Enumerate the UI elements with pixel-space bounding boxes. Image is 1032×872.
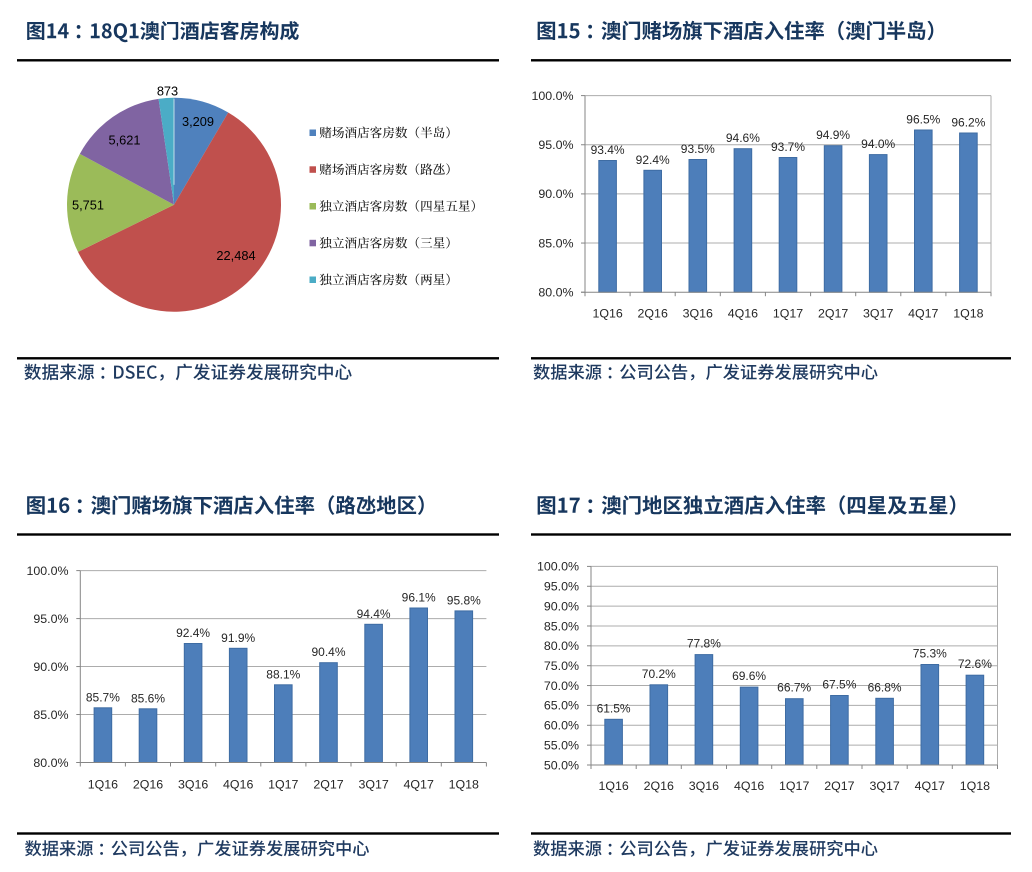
svg-text:1Q16: 1Q16	[592, 307, 622, 321]
svg-text:4Q16: 4Q16	[728, 307, 758, 321]
svg-text:90.4%: 90.4%	[311, 645, 345, 659]
svg-text:1Q17: 1Q17	[779, 779, 809, 793]
svg-text:90.0%: 90.0%	[538, 187, 573, 201]
svg-text:92.4%: 92.4%	[636, 153, 670, 167]
svg-text:1Q18: 1Q18	[953, 307, 983, 321]
svg-text:67.5%: 67.5%	[822, 678, 856, 692]
svg-text:85.6%: 85.6%	[131, 691, 165, 705]
svg-text:3Q17: 3Q17	[863, 307, 893, 321]
svg-text:1Q18: 1Q18	[449, 777, 479, 791]
svg-text:90.0%: 90.0%	[544, 599, 579, 613]
svg-text:1Q18: 1Q18	[960, 779, 990, 793]
svg-text:5,621: 5,621	[108, 132, 140, 147]
svg-text:66.7%: 66.7%	[777, 681, 811, 695]
svg-text:92.4%: 92.4%	[176, 626, 210, 640]
svg-text:91.9%: 91.9%	[221, 631, 255, 645]
svg-text:77.8%: 77.8%	[687, 637, 721, 651]
svg-text:85.0%: 85.0%	[538, 236, 573, 250]
svg-text:93.7%: 93.7%	[771, 140, 805, 154]
svg-text:1Q17: 1Q17	[773, 307, 803, 321]
svg-text:4Q16: 4Q16	[734, 779, 764, 793]
svg-text:3Q17: 3Q17	[358, 777, 388, 791]
svg-text:95.0%: 95.0%	[544, 580, 579, 594]
svg-text:96.2%: 96.2%	[951, 116, 985, 130]
svg-text:70.2%: 70.2%	[642, 667, 676, 681]
svg-text:5,751: 5,751	[72, 197, 104, 212]
svg-text:4Q17: 4Q17	[908, 307, 938, 321]
svg-text:95.0%: 95.0%	[33, 612, 68, 626]
svg-text:1Q16: 1Q16	[88, 777, 118, 791]
svg-text:93.4%: 93.4%	[591, 143, 625, 157]
svg-text:95.0%: 95.0%	[538, 138, 573, 152]
svg-text:2Q17: 2Q17	[824, 779, 854, 793]
svg-text:2Q16: 2Q16	[644, 779, 674, 793]
svg-text:2Q17: 2Q17	[313, 777, 343, 791]
svg-text:88.1%: 88.1%	[266, 667, 300, 681]
svg-text:96.1%: 96.1%	[402, 591, 436, 605]
svg-text:85.7%: 85.7%	[86, 690, 120, 704]
svg-text:94.0%: 94.0%	[861, 137, 895, 151]
svg-text:873: 873	[157, 84, 178, 99]
svg-text:94.4%: 94.4%	[357, 607, 391, 621]
svg-text:3Q16: 3Q16	[683, 307, 713, 321]
svg-text:3Q17: 3Q17	[869, 779, 899, 793]
svg-text:1Q16: 1Q16	[598, 779, 628, 793]
svg-text:3,209: 3,209	[182, 114, 214, 129]
svg-text:66.8%: 66.8%	[868, 680, 902, 694]
svg-text:65.0%: 65.0%	[544, 699, 579, 713]
svg-text:100.0%: 100.0%	[537, 560, 579, 574]
svg-text:85.0%: 85.0%	[544, 619, 579, 633]
svg-text:80.0%: 80.0%	[544, 639, 579, 653]
svg-text:50.0%: 50.0%	[544, 758, 579, 772]
svg-text:2Q17: 2Q17	[818, 307, 848, 321]
svg-text:4Q17: 4Q17	[404, 777, 434, 791]
svg-text:61.5%: 61.5%	[597, 701, 631, 715]
svg-text:69.6%: 69.6%	[732, 669, 766, 683]
svg-text:94.9%: 94.9%	[816, 128, 850, 142]
svg-text:90.0%: 90.0%	[33, 660, 68, 674]
svg-text:75.3%: 75.3%	[913, 647, 947, 661]
svg-text:72.6%: 72.6%	[958, 657, 992, 671]
svg-text:4Q16: 4Q16	[223, 777, 253, 791]
svg-text:100.0%: 100.0%	[531, 89, 573, 103]
svg-text:75.0%: 75.0%	[544, 659, 579, 673]
svg-text:93.5%: 93.5%	[681, 142, 715, 156]
svg-text:80.0%: 80.0%	[538, 286, 573, 300]
svg-text:1Q17: 1Q17	[268, 777, 298, 791]
svg-text:4Q17: 4Q17	[915, 779, 945, 793]
svg-text:55.0%: 55.0%	[544, 738, 579, 752]
svg-text:85.0%: 85.0%	[33, 708, 68, 722]
svg-text:22,484: 22,484	[216, 248, 255, 263]
svg-text:2Q16: 2Q16	[638, 307, 668, 321]
svg-text:3Q16: 3Q16	[178, 777, 208, 791]
svg-text:80.0%: 80.0%	[33, 756, 68, 770]
svg-text:96.5%: 96.5%	[906, 113, 940, 127]
svg-text:95.8%: 95.8%	[447, 593, 481, 607]
svg-text:3Q16: 3Q16	[689, 779, 719, 793]
svg-text:60.0%: 60.0%	[544, 719, 579, 733]
svg-text:2Q16: 2Q16	[133, 777, 163, 791]
svg-text:100.0%: 100.0%	[26, 564, 68, 578]
svg-text:70.0%: 70.0%	[544, 679, 579, 693]
svg-text:94.6%: 94.6%	[726, 131, 760, 145]
